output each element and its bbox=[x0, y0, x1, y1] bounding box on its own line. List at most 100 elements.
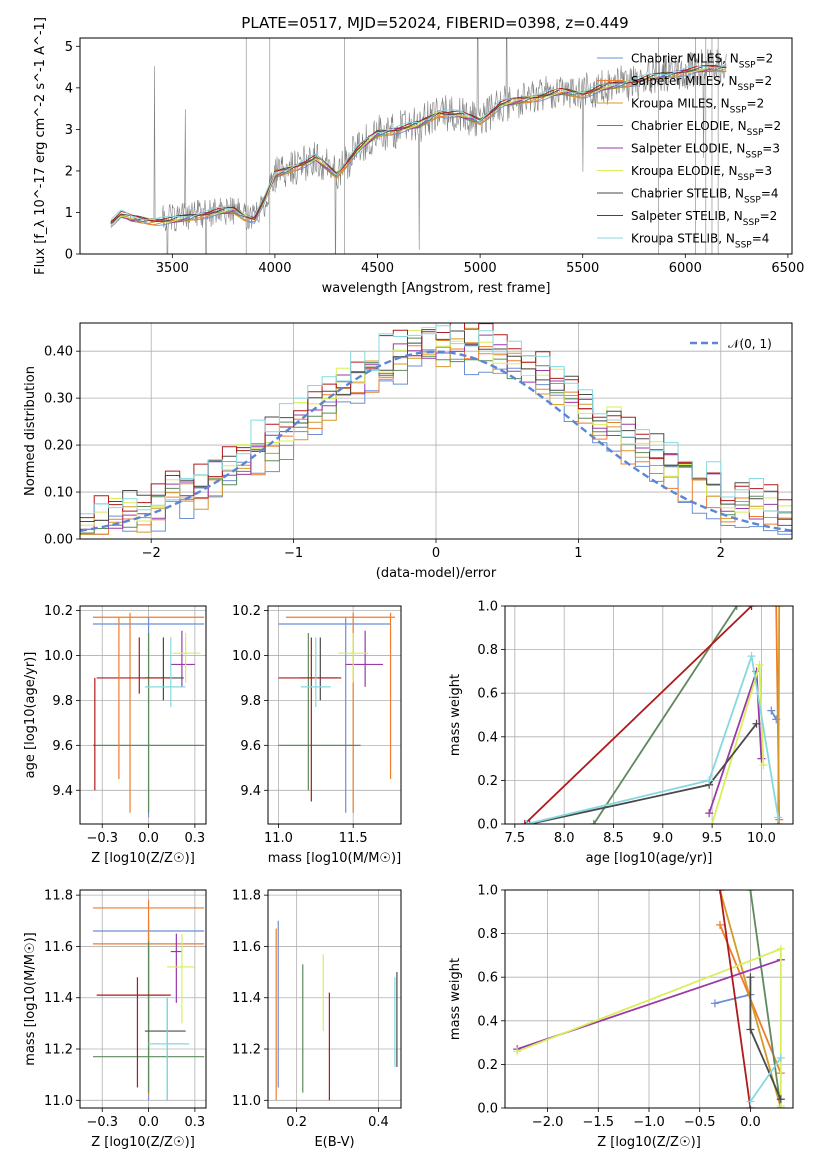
x-tick-label: 0.2 bbox=[286, 1115, 307, 1130]
y-tick-label: 11.2 bbox=[232, 1043, 261, 1058]
mass-weight-line-chabrier_miles bbox=[770, 710, 777, 720]
mass-weight-line-kroupa_miles bbox=[777, 606, 781, 824]
y-axis-label: mass [log10(M/M☉)] bbox=[23, 932, 38, 1065]
plot-area bbox=[92, 900, 205, 1101]
y-tick-label: 0.2 bbox=[477, 774, 498, 789]
mass-weight-marker bbox=[746, 973, 755, 982]
mass-weight-marker bbox=[705, 776, 714, 785]
model-spectrum-kroupa_elodie bbox=[110, 64, 727, 224]
legend-subscript: SSP bbox=[745, 151, 762, 161]
plot-area bbox=[92, 612, 205, 818]
mass-weight-marker bbox=[775, 606, 784, 610]
legend-label: Salpeter ELODIE, NSSP=3 bbox=[631, 142, 780, 161]
errorbar-point-kroupa_elodie bbox=[338, 632, 369, 683]
y-axis-label: age [log10(age/yr)] bbox=[23, 652, 38, 779]
y-tick-label: 1.0 bbox=[477, 600, 498, 615]
axes-frame bbox=[79, 322, 793, 540]
mass-weight-marker bbox=[775, 815, 784, 824]
legend-tail: =2 bbox=[754, 74, 772, 88]
y-tick-label: 11.8 bbox=[44, 889, 73, 904]
mass-weight-line-salpeter_elodie bbox=[708, 671, 763, 814]
x-tick-label: 4000 bbox=[258, 261, 291, 276]
x-tick-label: 7.5 bbox=[505, 831, 526, 846]
y-tick-label: 0.6 bbox=[477, 687, 498, 702]
x-tick-label: 10.0 bbox=[747, 831, 776, 846]
errorbar-point-salpeter_elodie bbox=[345, 630, 384, 687]
legend-label: Kroupa MILES, NSSP=2 bbox=[631, 97, 764, 116]
mass-weight-marker bbox=[772, 606, 781, 610]
x-tick-label: 8.5 bbox=[603, 831, 624, 846]
y-tick-label: 0.00 bbox=[44, 533, 73, 548]
legend-tail: =4 bbox=[752, 232, 770, 246]
legend-subscript: SSP bbox=[747, 128, 764, 138]
y-tick-label: 11.0 bbox=[232, 1094, 261, 1109]
legend-subscript: SSP bbox=[738, 83, 755, 93]
mass-weight-marker bbox=[776, 1053, 785, 1062]
y-axis-label: Normed distribution bbox=[23, 366, 38, 496]
x-tick-label: −1.5 bbox=[583, 1115, 615, 1130]
y-tick-label: 11.2 bbox=[44, 1043, 73, 1058]
y-tick-label: 0.10 bbox=[44, 486, 73, 501]
mass-weight-marker bbox=[522, 820, 531, 824]
errorbar-point-chabrier_elodie bbox=[92, 632, 205, 813]
y-tick-label: 3 bbox=[65, 123, 73, 138]
y-tick-label: 9.4 bbox=[52, 784, 73, 799]
x-axis-label: E(B-V) bbox=[314, 1135, 354, 1150]
mass-weight-line-kroupa_stelib bbox=[749, 1057, 782, 1103]
y-tick-label: 4 bbox=[65, 81, 73, 96]
y-tick-label: 9.8 bbox=[240, 694, 261, 709]
x-tick-label: 0.0 bbox=[740, 1115, 761, 1130]
axes-frame bbox=[79, 605, 207, 825]
mass-weight-marker bbox=[746, 1025, 755, 1034]
histogram-kroupa_stelib bbox=[80, 325, 792, 515]
mass-weight-marker bbox=[513, 1047, 522, 1056]
y-tick-label: 9.6 bbox=[240, 739, 261, 754]
mass-weight-marker bbox=[747, 606, 756, 610]
y-tick-label: 11.6 bbox=[44, 940, 73, 955]
panels: 3500 4000 4500 5000 5500 6000 6500 0 1 2 3 4 5 wavele… bbox=[23, 17, 804, 1150]
x-tick-label: 5500 bbox=[566, 261, 599, 276]
y-tick-label: 10.2 bbox=[232, 604, 261, 619]
plot-area bbox=[275, 920, 398, 1101]
x-tick-label: −0.3 bbox=[86, 1115, 118, 1130]
x-axis-label: age [log10(age/yr)] bbox=[586, 851, 713, 866]
x-tick-label: 6500 bbox=[771, 261, 804, 276]
errorbar-point-salpeter_stelib bbox=[96, 977, 171, 1088]
x-tick-label: 0.0 bbox=[138, 831, 159, 846]
mass-weight-line-kroupa_stelib bbox=[526, 655, 780, 824]
x-axis-label: wavelength [Angstrom, rest frame] bbox=[322, 281, 551, 296]
y-tick-label: 0.0 bbox=[477, 1102, 498, 1117]
errorbar-point-kroupa_elodie bbox=[167, 933, 195, 1024]
legend-label: Salpeter MILES, NSSP=2 bbox=[631, 74, 772, 93]
legend-subscript: SSP bbox=[744, 196, 761, 206]
legend-subscript: SSP bbox=[730, 106, 747, 116]
y-tick-label: 10.0 bbox=[232, 649, 261, 664]
x-tick-label: 4500 bbox=[361, 261, 394, 276]
mass-weight-marker bbox=[759, 761, 768, 770]
errorbar-point-chabrier_elodie bbox=[278, 632, 361, 791]
mass-weight-marker bbox=[525, 820, 534, 824]
figure-title: PLATE=0517, MJD=52024, FIBERID=0398, z=0… bbox=[241, 14, 628, 32]
axes-frame bbox=[79, 37, 793, 255]
errorbar-point-kroupa_elodie bbox=[172, 632, 201, 683]
mass-weight-marker bbox=[774, 813, 783, 822]
y-tick-label: 11.4 bbox=[232, 991, 261, 1006]
x-tick-label: 0 bbox=[432, 546, 440, 561]
mass-weight-marker bbox=[708, 820, 717, 824]
panel-massweight-vs-Z: −2.0 −1.5 −1.0 −0.5 0.0 0.0 0.2 0.4 0.6 0.8 1.0 Z [… bbox=[448, 884, 794, 1150]
panel-mass-vs-EBV: 0.2 0.4 11.0 11.2 11.4 11.6 11.8 E(B-V) bbox=[232, 889, 402, 1150]
mass-weight-marker bbox=[767, 706, 776, 715]
legend-tail: =2 bbox=[747, 97, 765, 111]
mass-weight-marker bbox=[715, 890, 724, 894]
mass-weight-line-chabrier_elodie bbox=[749, 890, 782, 1108]
errorbar-point-chabrier_stelib bbox=[144, 637, 184, 701]
y-tick-label: 0.4 bbox=[477, 730, 498, 745]
mass-weight-marker bbox=[715, 920, 724, 929]
y-tick-label: 10.0 bbox=[44, 649, 73, 664]
x-tick-label: −2 bbox=[142, 546, 161, 561]
plot-area bbox=[278, 612, 396, 813]
histogram-kroupa_miles bbox=[80, 338, 792, 535]
x-tick-label: 0.4 bbox=[368, 1115, 389, 1130]
y-tick-label: 0.8 bbox=[477, 643, 498, 658]
